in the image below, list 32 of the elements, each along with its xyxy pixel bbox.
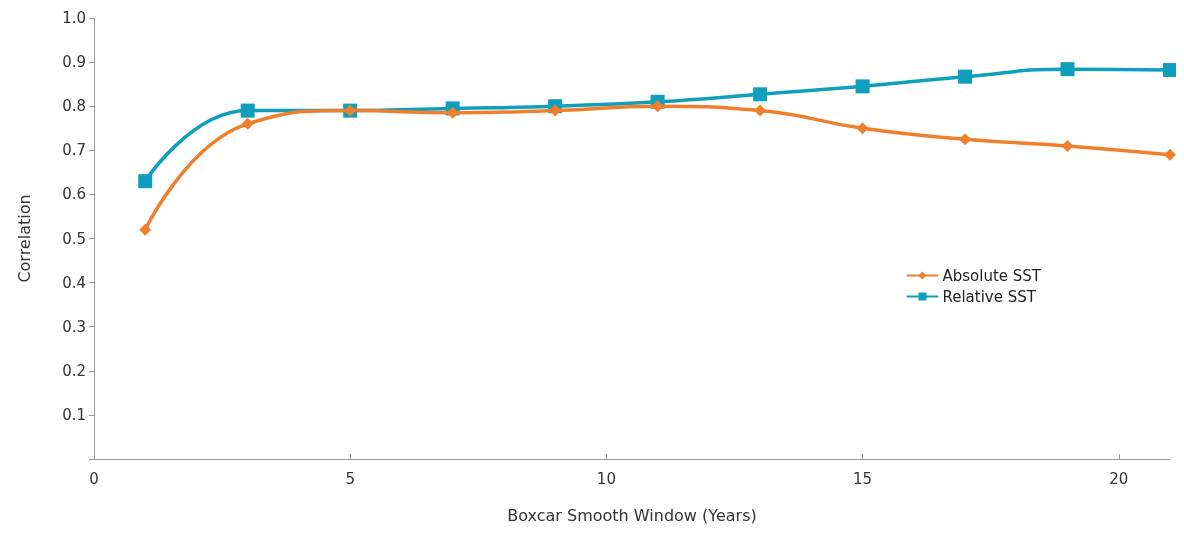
y-tick-label: 0.5	[62, 229, 86, 248]
y-tick-label: 0.6	[62, 185, 86, 204]
y-tick-label: 0.4	[62, 273, 86, 292]
point	[1061, 139, 1074, 152]
x-tick-label: 10	[596, 469, 616, 488]
x-tick-label: 0	[89, 469, 99, 488]
y-tick-label: 1.0	[62, 9, 86, 27]
legend-label: Absolute SST	[942, 266, 1042, 285]
point	[856, 122, 869, 135]
x-tick-label: 5	[345, 469, 355, 488]
point	[241, 117, 254, 130]
point	[138, 174, 153, 189]
legend-label: Relative SST	[942, 287, 1037, 306]
x-tick-label: 15	[853, 469, 873, 488]
x-axis-title: Boxcar Smooth Window (Years)	[507, 505, 757, 525]
point	[1060, 62, 1075, 77]
x-tick-label: 20	[1109, 469, 1129, 488]
y-tick-label: 0.2	[62, 361, 86, 380]
point	[754, 104, 767, 117]
point	[1163, 63, 1176, 78]
point	[240, 103, 255, 118]
y-tick-label: 0.8	[62, 97, 86, 116]
y-axis-title: Correlation	[14, 194, 34, 283]
y-tick-label: 0.7	[62, 141, 86, 160]
point	[753, 87, 768, 102]
point	[1164, 148, 1176, 161]
y-tick-label: 0.3	[62, 317, 86, 336]
y-tick-label: 0.9	[62, 53, 86, 72]
point	[855, 79, 870, 94]
point	[139, 223, 152, 236]
point	[958, 69, 973, 84]
y-tick-label: 0.1	[62, 405, 86, 424]
